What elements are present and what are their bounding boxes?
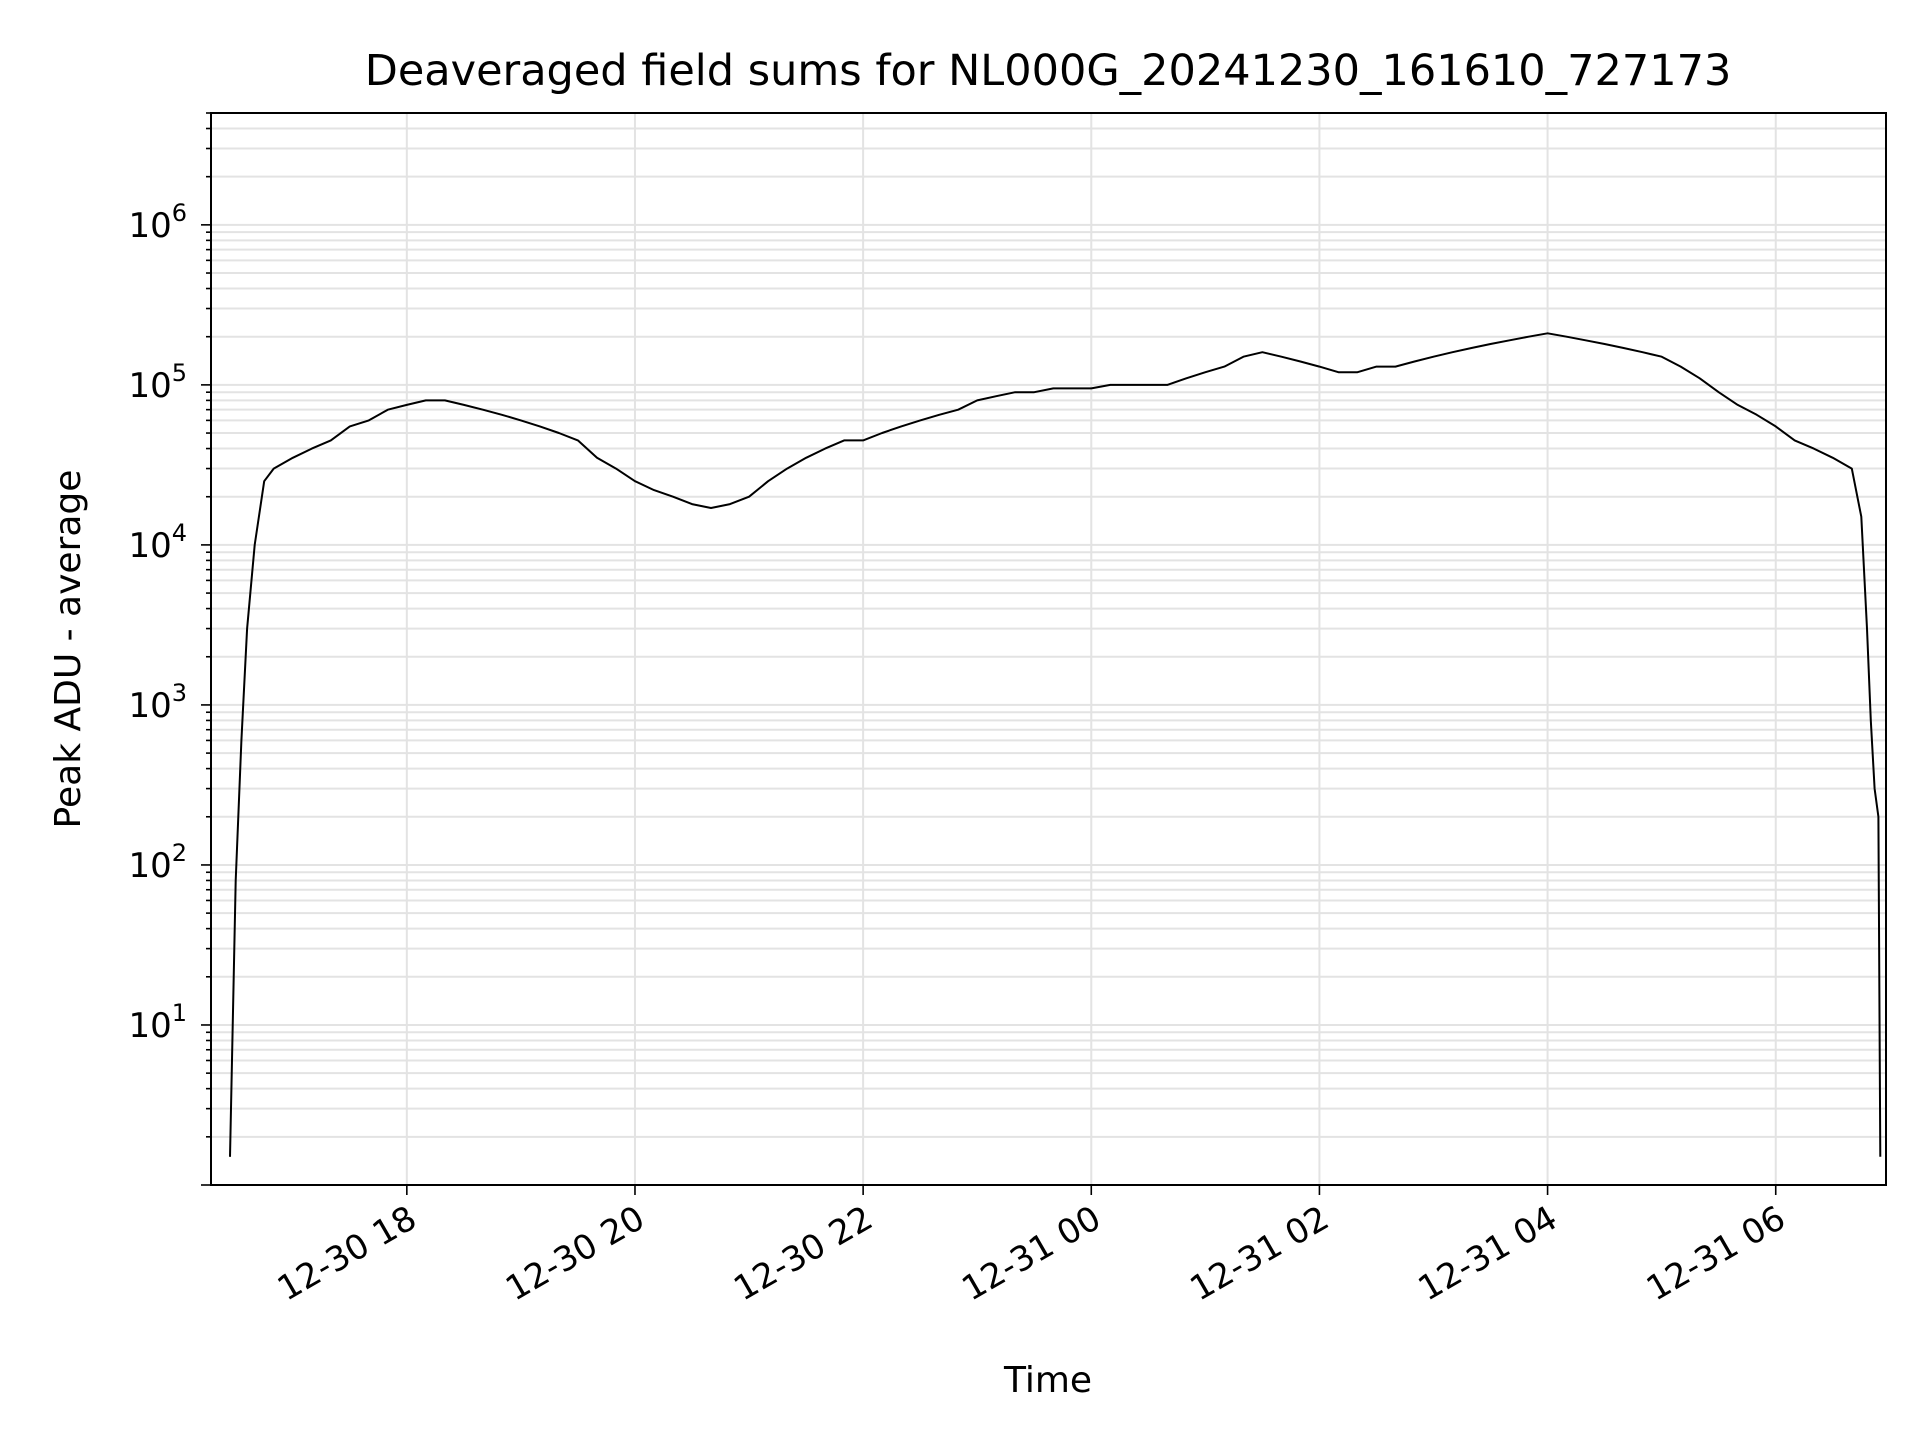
- y-tick-label-base: 10: [128, 526, 171, 566]
- grid: [211, 112, 1886, 1186]
- y-tick-label-exponent: 1: [172, 999, 187, 1027]
- y-tick-label-exponent: 2: [172, 839, 187, 867]
- y-tick-label: 104: [128, 519, 187, 566]
- series-line: [229, 332, 1882, 1157]
- y-tick-label-base: 10: [128, 206, 171, 246]
- y-tick-label-exponent: 6: [172, 199, 187, 227]
- y-tick-label-base: 10: [128, 686, 171, 726]
- y-tick-label-exponent: 3: [172, 679, 187, 707]
- y-tick-label-exponent: 5: [172, 359, 187, 387]
- y-tick-label: 105: [128, 359, 187, 406]
- chart-title: Deaveraged field sums for NL000G_2024123…: [365, 46, 1732, 96]
- y-tick-label: 101: [128, 999, 187, 1046]
- y-tick-label: 102: [128, 839, 187, 886]
- y-tick-label: 106: [128, 199, 187, 246]
- y-tick-label-base: 10: [128, 1006, 171, 1046]
- data-series: [229, 332, 1882, 1157]
- x-axis-label: Time: [1003, 1360, 1092, 1401]
- y-tick-label-base: 10: [128, 846, 171, 886]
- y-axis-label: Peak ADU - average: [48, 470, 89, 829]
- y-tick-label-exponent: 4: [172, 519, 187, 547]
- y-tick-label: 103: [128, 679, 187, 726]
- y-tick-label-base: 10: [128, 366, 171, 406]
- plot-frame: [210, 112, 1887, 1186]
